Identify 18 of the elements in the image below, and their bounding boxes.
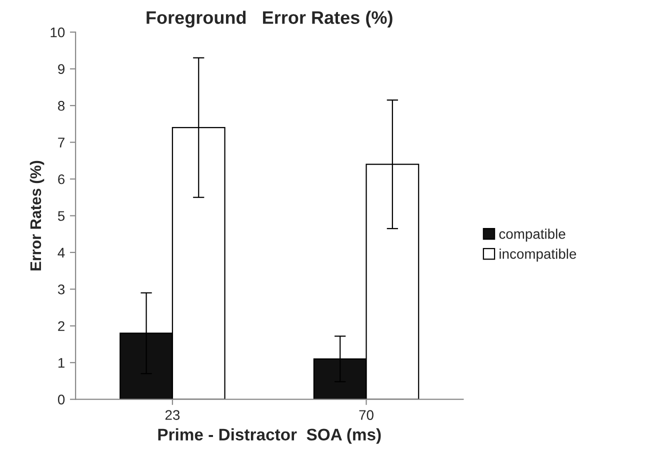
y-tick-label: 4 <box>58 248 65 258</box>
x-axis-title: Prime - Distractor SOA (ms) <box>158 428 381 444</box>
y-tick-label: 5 <box>58 211 65 221</box>
x-tick-label: 70 <box>359 410 374 420</box>
y-axis-title: Error Rates (%) <box>30 160 44 270</box>
x-tick-label: 23 <box>165 410 180 420</box>
y-tick-label: 7 <box>58 138 64 148</box>
y-tick-label: 9 <box>58 64 64 74</box>
legend-label: incompatible <box>500 248 576 262</box>
y-tick-label: 2 <box>58 321 64 331</box>
y-tick-label: 10 <box>50 27 65 38</box>
y-tick-label: 6 <box>58 174 65 184</box>
y-tick-label: 1 <box>58 358 64 368</box>
y-tick-label: 0 <box>58 394 65 404</box>
y-tick-label: 8 <box>58 100 65 111</box>
chart-title: Foreground Error Rates (%) <box>146 10 392 28</box>
y-tick-label: 3 <box>58 284 65 294</box>
legend-label: compatible <box>499 228 566 242</box>
